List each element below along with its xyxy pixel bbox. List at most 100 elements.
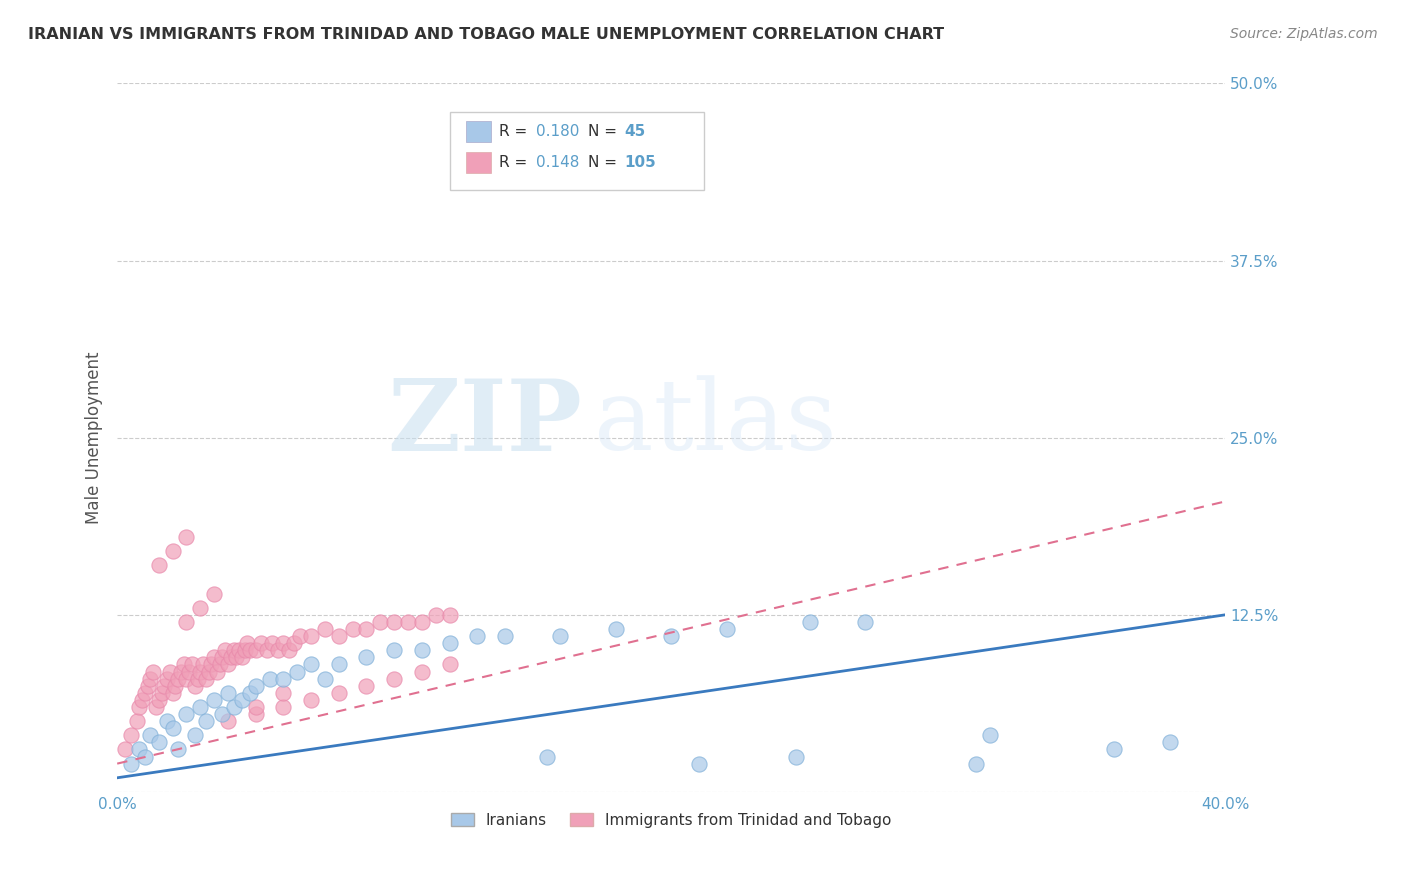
Text: 105: 105 xyxy=(624,155,657,170)
Point xyxy=(148,558,170,573)
Point xyxy=(273,672,295,686)
Point xyxy=(150,686,173,700)
Point xyxy=(239,643,262,657)
Point xyxy=(465,119,488,133)
Point xyxy=(439,636,461,650)
Point xyxy=(342,622,364,636)
Text: N =: N = xyxy=(588,155,621,170)
Point xyxy=(156,714,179,728)
Point xyxy=(716,622,738,636)
Point xyxy=(245,706,267,721)
Point xyxy=(273,700,295,714)
Point xyxy=(211,650,233,665)
Point xyxy=(965,756,987,771)
FancyBboxPatch shape xyxy=(467,153,491,173)
Point xyxy=(688,756,710,771)
Point xyxy=(219,650,242,665)
Point xyxy=(222,643,245,657)
Point xyxy=(222,700,245,714)
Point xyxy=(194,714,217,728)
Point xyxy=(382,643,405,657)
Point xyxy=(465,629,488,643)
Text: 0.148: 0.148 xyxy=(536,155,579,170)
Point xyxy=(139,728,162,742)
Point xyxy=(176,615,198,629)
Point xyxy=(225,650,247,665)
Point xyxy=(328,657,350,672)
Point xyxy=(267,643,290,657)
Point xyxy=(176,672,198,686)
Point xyxy=(256,643,278,657)
Point xyxy=(139,672,162,686)
Point xyxy=(181,657,204,672)
Point xyxy=(188,700,211,714)
Point xyxy=(228,643,250,657)
Point xyxy=(259,672,281,686)
Point xyxy=(173,657,195,672)
Point xyxy=(176,530,198,544)
Point xyxy=(184,679,207,693)
Point xyxy=(186,672,208,686)
Point xyxy=(191,657,214,672)
Point xyxy=(396,615,419,629)
Point xyxy=(120,728,142,742)
Point xyxy=(148,693,170,707)
Point xyxy=(162,544,184,558)
Point xyxy=(439,607,461,622)
Point xyxy=(799,615,821,629)
Point xyxy=(299,657,322,672)
Point xyxy=(233,643,256,657)
Point xyxy=(153,679,176,693)
Point xyxy=(159,665,181,679)
Point xyxy=(188,665,211,679)
Point xyxy=(299,693,322,707)
Point xyxy=(411,665,433,679)
Point xyxy=(162,721,184,735)
Point xyxy=(142,665,165,679)
Point xyxy=(288,629,311,643)
Point xyxy=(114,742,136,756)
Point xyxy=(176,706,198,721)
Point xyxy=(356,622,378,636)
Point xyxy=(328,629,350,643)
Point xyxy=(188,600,211,615)
Point xyxy=(979,728,1001,742)
Point xyxy=(200,657,222,672)
Point xyxy=(245,700,267,714)
Point xyxy=(162,686,184,700)
Point xyxy=(314,622,336,636)
Point xyxy=(245,679,267,693)
Point xyxy=(128,742,150,756)
Point xyxy=(356,650,378,665)
Point xyxy=(239,686,262,700)
Point xyxy=(411,615,433,629)
Point xyxy=(370,615,392,629)
Point xyxy=(382,672,405,686)
Point xyxy=(134,749,156,764)
Point xyxy=(167,672,190,686)
Point xyxy=(314,672,336,686)
Point xyxy=(120,756,142,771)
Text: R =: R = xyxy=(499,155,533,170)
Point xyxy=(202,586,225,600)
Text: N =: N = xyxy=(588,124,621,139)
Text: atlas: atlas xyxy=(593,376,837,472)
Legend: Iranians, Immigrants from Trinidad and Tobago: Iranians, Immigrants from Trinidad and T… xyxy=(444,806,897,834)
Point xyxy=(550,629,572,643)
FancyBboxPatch shape xyxy=(467,121,491,142)
Point xyxy=(205,665,228,679)
Point xyxy=(250,636,273,650)
Point xyxy=(277,643,299,657)
Point xyxy=(236,636,259,650)
Point xyxy=(128,700,150,714)
Point xyxy=(179,665,201,679)
Point xyxy=(136,679,159,693)
Text: Source: ZipAtlas.com: Source: ZipAtlas.com xyxy=(1230,27,1378,41)
Point xyxy=(853,615,876,629)
Point xyxy=(411,643,433,657)
Point xyxy=(231,650,253,665)
Point xyxy=(231,693,253,707)
Point xyxy=(156,672,179,686)
Point xyxy=(262,636,284,650)
Text: 0.180: 0.180 xyxy=(536,124,579,139)
